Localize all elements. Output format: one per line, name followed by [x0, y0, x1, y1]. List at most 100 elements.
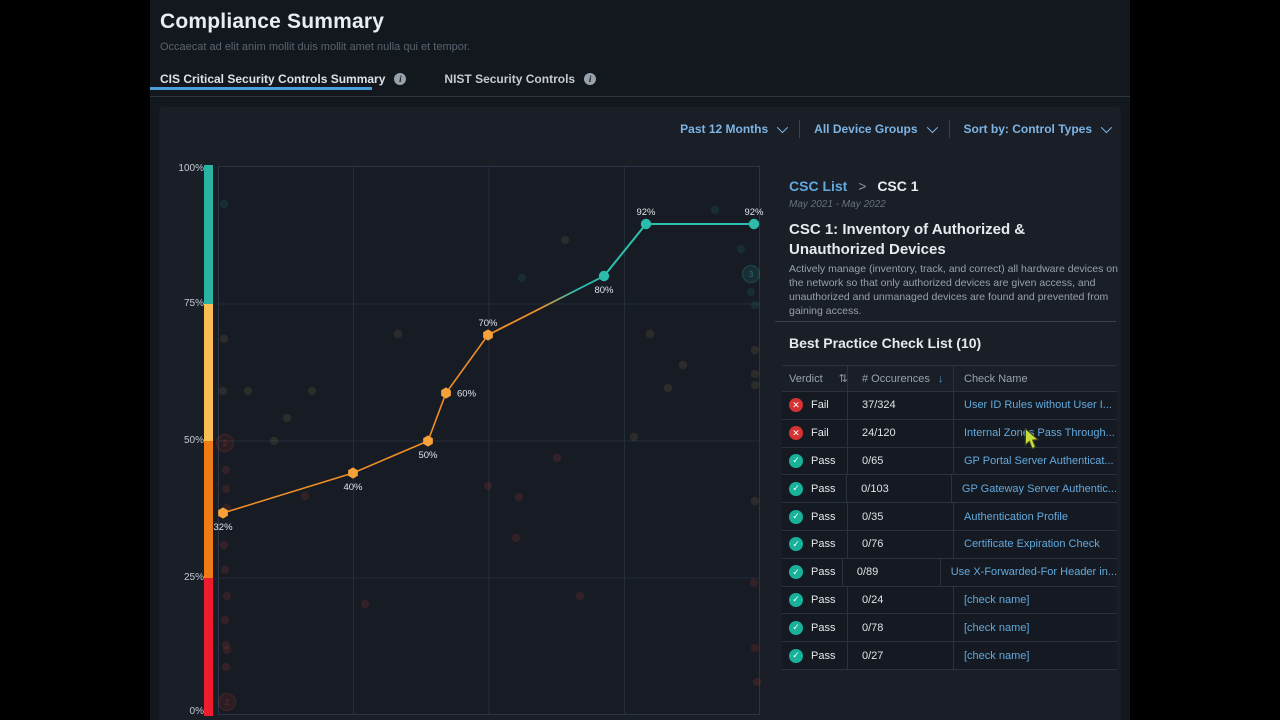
verdict-cell: ✓ Pass [782, 447, 848, 475]
table-row: ✓ Pass 0/103 GP Gateway Server Authentic… [782, 475, 1117, 504]
compliance-summary-page: Compliance Summary Occaecat ad elit anim… [150, 0, 1130, 720]
filter-bar: Past 12 Months All Device Groups Sort by… [680, 120, 1113, 138]
dropdown-label: Sort by: Control Types [963, 122, 1092, 136]
svg-text:92%: 92% [744, 207, 764, 218]
page-title: Compliance Summary [160, 10, 385, 33]
check-name-cell: [check name] [954, 587, 1117, 614]
occurrences-value: 0/76 [862, 538, 884, 551]
dropdown-label: All Device Groups [814, 122, 918, 136]
occurrences-cell: 0/24 [848, 586, 954, 614]
check-name-link[interactable]: [check name] [964, 649, 1030, 662]
breadcrumb-csc-list-link[interactable]: CSC List [789, 178, 848, 194]
verdict-icon: ✓ [789, 592, 803, 607]
mouse-cursor [1024, 428, 1040, 450]
check-name-link[interactable]: User ID Rules without User I... [964, 399, 1112, 412]
tab-label: CIS Critical Security Controls Summary [160, 72, 386, 86]
verdict-icon: ✓ [789, 481, 803, 496]
check-name-column-header: Check Name [954, 366, 1117, 391]
occurrences-value: 0/24 [862, 593, 884, 606]
csc-description: Actively manage (inventory, track, and c… [789, 263, 1118, 317]
divider [948, 120, 950, 138]
tab-nist-security-controls[interactable]: NIST Security Controls i [444, 72, 597, 86]
table-row: ✓ Pass 0/27 [check name] [782, 642, 1117, 670]
y-axis-tick: 25% [183, 572, 204, 583]
check-name-link[interactable]: Use X-Forwarded-For Header in... [950, 566, 1117, 579]
breadcrumb-separator: > [858, 178, 867, 194]
verdict-icon: ✕ [789, 398, 803, 413]
check-name-link[interactable]: [check name] [964, 593, 1030, 606]
svg-text:92%: 92% [636, 207, 656, 218]
info-icon[interactable]: i [584, 73, 597, 85]
occurrences-value: 0/78 [862, 621, 884, 634]
table-row: ✓ Pass 0/76 Certificate Expiration Check [782, 530, 1117, 559]
occurrences-cell: 0/27 [848, 642, 954, 669]
svg-text:80%: 80% [594, 285, 614, 296]
verdict-label: Fail [811, 399, 829, 412]
verdict-icon: ✕ [789, 426, 803, 441]
table-row: ✓ Pass 0/65 GP Portal Server Authenticat… [782, 447, 1117, 476]
svg-text:32%: 32% [213, 522, 233, 533]
sort-both-icon[interactable]: ⇅ [838, 373, 848, 385]
occurrences-value: 0/65 [862, 454, 884, 467]
check-name-cell: [check name] [954, 642, 1117, 669]
best-practice-section-title: Best Practice Check List (10) [789, 335, 982, 351]
occurrences-cell: 0/78 [848, 614, 954, 642]
occurrences-cell: 0/65 [848, 447, 954, 475]
check-name-cell: User ID Rules without User I... [954, 392, 1117, 419]
verdict-cell: ✓ Pass [782, 614, 848, 642]
dropdown-label: Past 12 Months [680, 122, 769, 136]
verdict-column-header[interactable]: Verdict ⇅ [782, 366, 848, 391]
check-name-link[interactable]: Certificate Expiration Check [964, 538, 1100, 551]
verdict-label: Pass [811, 566, 836, 579]
verdict-cell: ✓ Pass [782, 586, 848, 614]
check-name-link[interactable]: GP Portal Server Authenticat... [964, 454, 1114, 467]
info-icon[interactable]: i [394, 73, 407, 85]
verdict-cell: ✓ Pass [782, 503, 848, 530]
svg-text:60%: 60% [457, 389, 477, 400]
occurrences-column-header[interactable]: # Occurences ↓ [848, 366, 954, 391]
time-range-dropdown[interactable]: Past 12 Months [680, 121, 789, 136]
y-axis-tick: 100% [178, 163, 204, 174]
table-row: ✓ Pass 0/89 Use X-Forwarded-For Header i… [782, 558, 1117, 587]
column-label: # Occurences [862, 372, 930, 385]
check-name-link[interactable]: Authentication Profile [964, 510, 1068, 523]
occurrences-cell: 24/120 [848, 419, 954, 447]
check-name-cell: Authentication Profile [954, 503, 1117, 530]
table-row: ✕ Fail 24/120 Internal Zones Pass Throug… [782, 419, 1117, 448]
check-name-link[interactable]: GP Gateway Server Authentic... [961, 482, 1117, 495]
device-groups-dropdown[interactable]: All Device Groups [814, 121, 938, 136]
csc-title: CSC 1: Inventory of Authorized & Unautho… [789, 221, 1026, 258]
verdict-icon: ✓ [789, 453, 803, 468]
verdict-cell: ✓ Pass [782, 530, 848, 558]
check-name-link[interactable]: [check name] [964, 621, 1030, 634]
table-row: ✕ Fail 37/324 User ID Rules without User… [782, 392, 1117, 420]
occurrences-value: 37/324 [862, 399, 896, 412]
check-name-cell: [check name] [954, 614, 1117, 641]
check-name-cell: Certificate Expiration Check [954, 531, 1117, 558]
occurrences-cell: 37/324 [848, 392, 954, 419]
occurrences-value: 0/35 [862, 510, 884, 523]
svg-text:50%: 50% [418, 450, 438, 461]
sort-desc-icon[interactable]: ↓ [937, 372, 944, 385]
page-subtitle: Occaecat ad elit anim mollit duis mollit… [160, 41, 470, 53]
svg-text:3: 3 [749, 270, 754, 279]
table-row: ✓ Pass 0/78 [check name] [782, 614, 1117, 643]
svg-text:40%: 40% [343, 482, 363, 493]
tab-cis-critical-security-controls[interactable]: CIS Critical Security Controls Summary i [160, 72, 407, 86]
y-axis-tick: 50% [183, 435, 204, 446]
best-practice-table-body: ✕ Fail 37/324 User ID Rules without User… [782, 392, 1117, 670]
verdict-label: Pass [811, 649, 836, 662]
occurrences-value: 24/120 [862, 427, 896, 440]
verdict-icon: ✓ [789, 620, 803, 635]
sort-by-dropdown[interactable]: Sort by: Control Types [963, 121, 1113, 136]
check-name-link[interactable]: Internal Zones Pass Through... [964, 427, 1115, 440]
verdict-icon: ✓ [789, 537, 803, 552]
svg-text:2: 2 [225, 698, 230, 707]
column-label: Verdict [789, 372, 823, 385]
divider [150, 96, 1130, 97]
verdict-icon: ✓ [789, 509, 803, 524]
compliance-trend-chart[interactable]: 2 2 3 32% 40% 50% 60% 70% 80% 92% 92% [213, 166, 764, 715]
verdict-cell: ✓ Pass [782, 475, 848, 503]
occurrences-cell: 0/103 [847, 475, 952, 503]
verdict-label: Pass [811, 538, 836, 551]
